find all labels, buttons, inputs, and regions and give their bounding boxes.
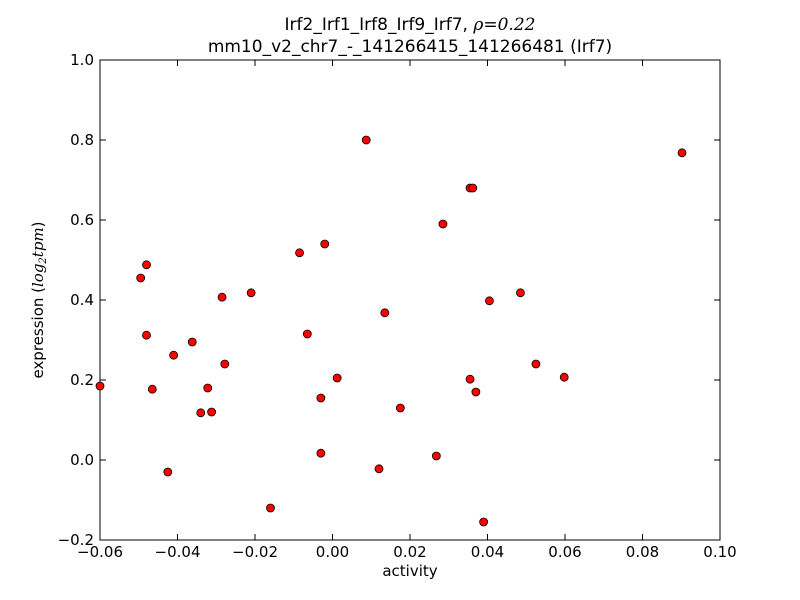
- x-tick-label: 0.10: [703, 543, 736, 561]
- data-point: [531, 359, 541, 369]
- data-point: [207, 407, 217, 417]
- data-point: [147, 384, 157, 394]
- data-point: [677, 148, 687, 158]
- data-point: [136, 273, 146, 283]
- y-tick-label: 0.6: [70, 211, 94, 229]
- data-point: [220, 359, 230, 369]
- axis-tick-labels: −0.06 −0.04 −0.02 0.00 0.02 0.04 0.06 0.08 0.10 −…: [58, 51, 737, 561]
- y-tick-label: 0.0: [70, 451, 94, 469]
- data-point: [217, 292, 227, 302]
- x-tick-label: −0.02: [232, 543, 278, 561]
- data-point: [316, 393, 326, 403]
- x-tick-label: 0.02: [393, 543, 426, 561]
- data-point: [196, 408, 206, 418]
- data-point: [142, 330, 151, 340]
- y-tick-label: 0.8: [70, 131, 94, 149]
- data-point: [380, 308, 390, 318]
- y-tick-label: 0.4: [70, 291, 94, 309]
- data-point: [302, 329, 312, 339]
- data-point: [163, 467, 173, 477]
- data-point: [479, 517, 489, 527]
- data-point: [438, 219, 448, 229]
- data-point: [169, 350, 179, 360]
- plot-area: [99, 59, 721, 541]
- data-point: [361, 135, 371, 145]
- x-tick-label: 0.00: [316, 543, 349, 561]
- y-tick-label: 0.2: [70, 371, 94, 389]
- y-tick-label: 1.0: [70, 51, 94, 69]
- data-point: [485, 296, 494, 306]
- x-tick-label: −0.04: [155, 543, 201, 561]
- data-point: [295, 248, 304, 258]
- x-tick-label: 0.06: [548, 543, 581, 561]
- data-point: [374, 464, 384, 474]
- y-axis-label: expression (log2tpm): [29, 221, 49, 378]
- chart-title-line1: Irf2_Irf1_Irf8_Irf9_Irf7, ρ=0.22: [285, 15, 536, 35]
- data-point: [559, 372, 569, 382]
- data-point: [142, 260, 151, 270]
- y-tick-label: −0.2: [58, 531, 94, 549]
- data-point: [266, 503, 275, 513]
- data-point: [320, 239, 330, 249]
- data-point: [246, 288, 256, 298]
- x-axis-label: activity: [382, 562, 437, 580]
- data-point: [468, 183, 478, 193]
- data-point: [431, 451, 441, 461]
- x-tick-label: 0.08: [626, 543, 659, 561]
- data-point: [316, 448, 326, 458]
- data-point: [471, 387, 481, 397]
- data-point: [203, 383, 213, 393]
- data-point: [465, 374, 475, 384]
- data-markers: [95, 135, 687, 527]
- data-point: [332, 373, 342, 383]
- data-point: [95, 381, 105, 391]
- data-point: [187, 337, 197, 347]
- x-tick-label: −0.06: [77, 543, 123, 561]
- data-point: [516, 288, 525, 298]
- axis-ticks: [99, 59, 721, 541]
- x-tick-label: 0.04: [471, 543, 504, 561]
- data-point: [395, 403, 405, 413]
- chart-title-line2: mm10_v2_chr7_-_141266415_141266481 (Irf7…: [208, 37, 612, 57]
